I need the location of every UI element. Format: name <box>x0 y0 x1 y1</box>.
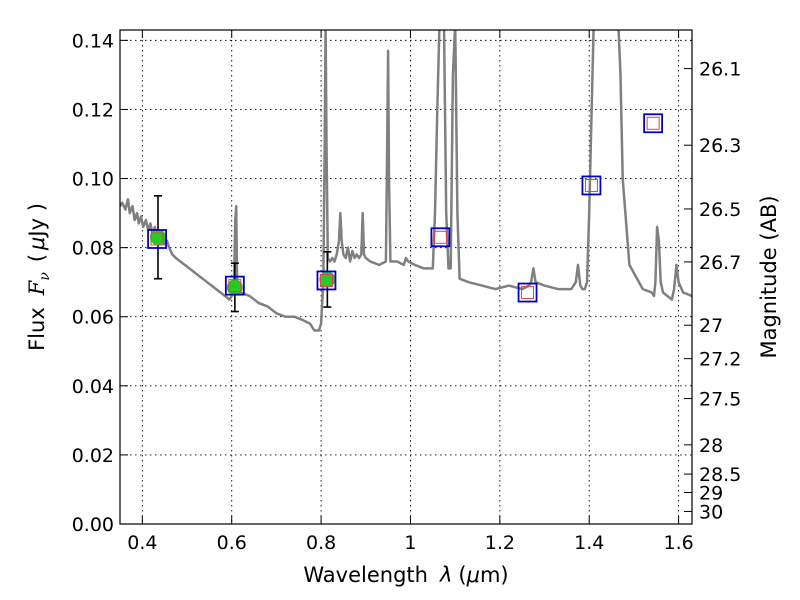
y2-tick-label: 26.7 <box>699 252 741 274</box>
model-box <box>517 282 538 303</box>
model-box-inner <box>584 178 598 192</box>
model-box <box>430 227 451 248</box>
x-tick-label: 1 <box>404 532 416 554</box>
y-tick-label: 0.12 <box>72 99 114 121</box>
x-axis-title: Wavelength λ (μm) <box>303 563 508 587</box>
points-layer <box>147 113 664 313</box>
plot-frame <box>119 29 693 525</box>
model-box-inner <box>319 273 333 287</box>
model-box <box>224 275 245 296</box>
spectrum-line <box>120 30 692 332</box>
y-tick-label: 0.10 <box>72 169 114 191</box>
x-tick-label: 0.8 <box>306 532 336 554</box>
y-tick-label: 0.06 <box>72 307 114 329</box>
y-axis-title: FluxFν(μJy ) <box>25 203 53 351</box>
model-box-inner <box>433 230 447 244</box>
x-tick-label: 1.6 <box>663 532 693 554</box>
x-tick-label: 1.2 <box>485 532 515 554</box>
y2-tick-label: 28.5 <box>699 464 741 486</box>
model-box-inner <box>150 232 164 246</box>
y-tick-label: 0.04 <box>72 376 114 398</box>
y2-tick-label: 29 <box>699 482 723 504</box>
x-tick-label: 0.6 <box>217 532 247 554</box>
x-tick-label: 1.4 <box>574 532 604 554</box>
y2-tick-label: 27.5 <box>699 389 741 411</box>
y-tick-label: 0.02 <box>72 445 114 467</box>
photometry-point <box>319 271 336 288</box>
y2-tick-label: 27.2 <box>699 349 741 371</box>
y2-tick-label: 28 <box>699 435 723 457</box>
model-box <box>643 113 664 134</box>
model-box-inner <box>228 279 242 293</box>
model-box <box>147 229 167 249</box>
y-tick-label: 0.00 <box>72 514 114 536</box>
model-box <box>581 175 602 196</box>
x-tick-label: 0.4 <box>127 532 157 554</box>
y2-axis-title: Magnitude (AB) <box>757 195 781 358</box>
y2-tick-label: 26.5 <box>699 199 741 221</box>
y2-tick-label: 30 <box>699 501 723 523</box>
spectrum-layer <box>120 30 692 332</box>
model-box-inner <box>521 286 535 300</box>
y-tick-label: 0.08 <box>72 238 114 260</box>
y2-tick-label: 26.1 <box>699 59 741 81</box>
y2-tick-label: 27 <box>699 315 723 337</box>
model-box-inner <box>646 116 660 130</box>
y2-tick-label: 26.3 <box>699 135 741 157</box>
ticks-layer: 0.4 0.6 0.8 1 1.2 1.4 1.6 0.00 0.02 0.04 0.06 0.08 0… <box>72 30 741 554</box>
model-box <box>316 270 337 291</box>
y-tick-label: 0.14 <box>72 30 114 52</box>
